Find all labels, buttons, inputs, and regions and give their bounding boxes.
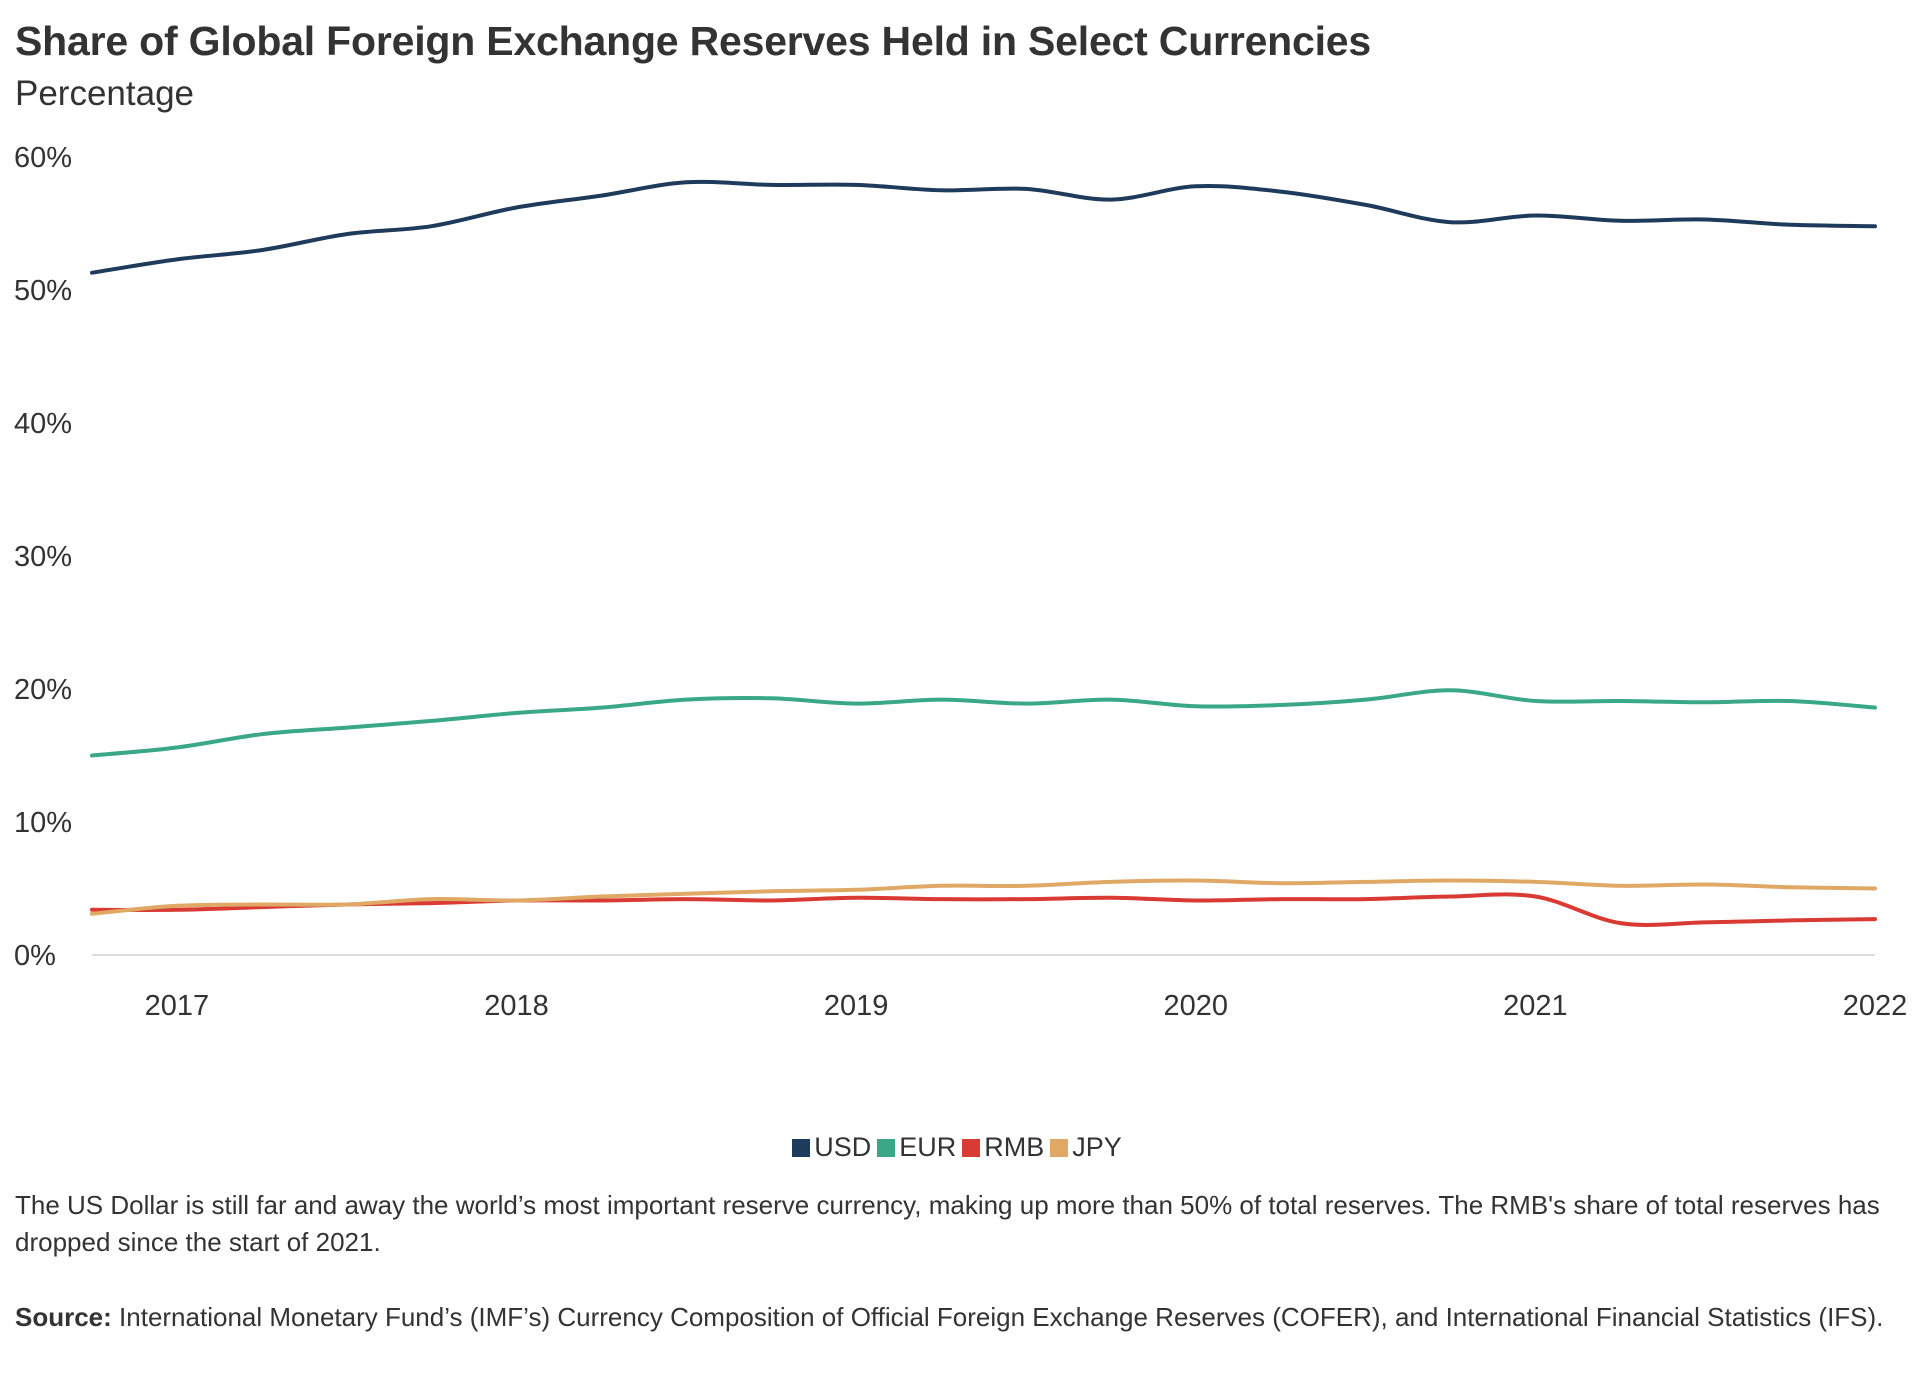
legend-item-usd[interactable]: USD: [792, 1132, 871, 1163]
legend-label: USD: [814, 1132, 872, 1162]
legend-swatch: [962, 1138, 981, 1157]
y-tick-label: 10%: [14, 807, 72, 839]
y-tick-label: 40%: [14, 408, 72, 440]
series-line-jpy[interactable]: [90, 878, 1877, 916]
legend-swatch: [1050, 1138, 1069, 1157]
x-axis: 2017 2018 2019 2020 2021 2022: [145, 990, 1908, 1022]
y-tick-label: 30%: [14, 541, 72, 573]
y-tick-label: 50%: [14, 275, 72, 307]
source-text: International Monetary Fund’s (IMF’s) Cu…: [111, 1302, 1884, 1332]
chart-subtitle: Percentage: [15, 74, 195, 113]
legend-swatch: [877, 1138, 896, 1157]
series-line-rmb[interactable]: [90, 892, 1877, 927]
legend-label: RMB: [984, 1132, 1045, 1162]
legend-label: EUR: [899, 1132, 957, 1162]
y-tick-label: 20%: [14, 674, 72, 706]
x-tick-label: 2019: [824, 990, 889, 1022]
x-tick-label: 2018: [484, 990, 549, 1022]
chart-note: The US Dollar is still far and away the …: [15, 1190, 1880, 1257]
source-note: Source: International Monetary Fund’s (I…: [15, 1299, 1895, 1336]
legend-item-eur[interactable]: EUR: [877, 1132, 956, 1163]
series-lines: [90, 179, 1877, 927]
line-chart: 0% 10% 20% 30% 40% 50% 60% 2017 2018 2019 2020 202…: [14, 142, 1908, 1022]
legend-label: JPY: [1072, 1132, 1122, 1162]
legend-item-rmb[interactable]: RMB: [962, 1132, 1044, 1163]
series-line-eur[interactable]: [90, 688, 1877, 758]
x-tick-label: 2017: [145, 990, 210, 1022]
y-tick-label: 0%: [14, 940, 56, 972]
series-line-usd[interactable]: [90, 179, 1877, 275]
y-axis: 0% 10% 20% 30% 40% 50% 60%: [14, 142, 1875, 972]
legend-item-jpy[interactable]: JPY: [1050, 1132, 1122, 1163]
source-label: Source:: [15, 1302, 112, 1332]
legend-swatch: [792, 1138, 811, 1157]
x-tick-label: 2021: [1503, 990, 1568, 1022]
y-tick-label: 60%: [14, 142, 72, 174]
chart-title: Share of Global Foreign Exchange Reserve…: [15, 18, 1372, 64]
x-tick-label: 2022: [1843, 990, 1908, 1022]
x-tick-label: 2020: [1164, 990, 1229, 1022]
legend: USD EUR RMB JPY: [0, 1132, 1920, 1163]
